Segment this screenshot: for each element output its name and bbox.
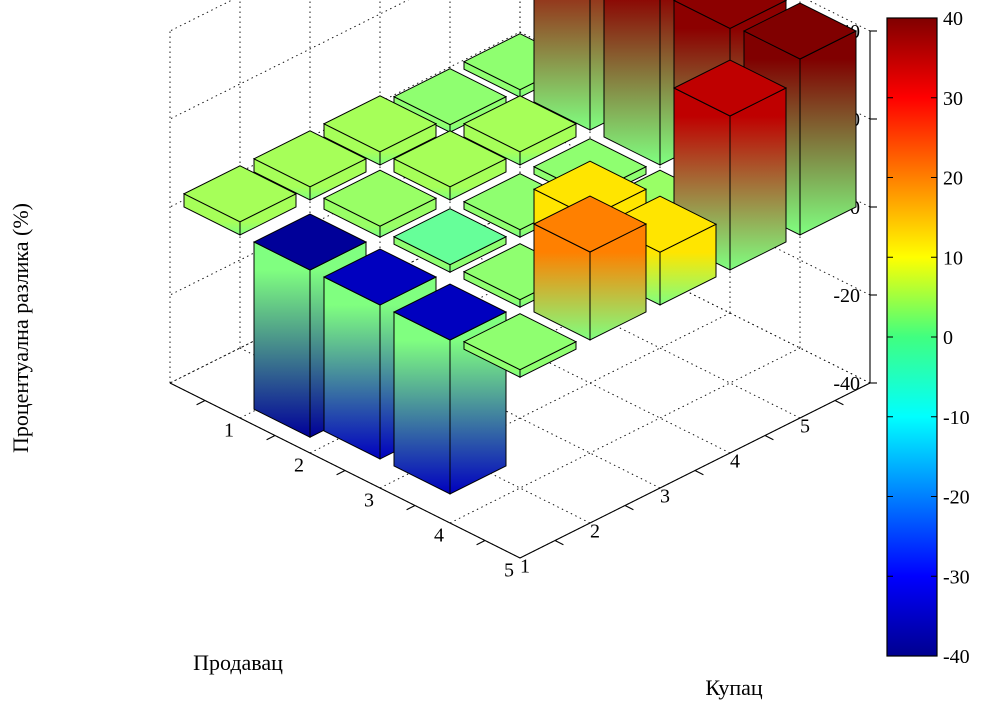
bar-top (322, 95, 438, 153)
bar-4-1 (532, 195, 648, 341)
bar-top (252, 213, 368, 271)
bar-face (253, 241, 311, 439)
bar-top (462, 95, 578, 153)
bar-4-3 (392, 208, 508, 274)
bar-5-5 (182, 165, 298, 236)
prodavac-tick (694, 470, 704, 476)
colorbar-tick-label: 0 (943, 327, 953, 349)
prodavac-tick-label: 4 (730, 451, 740, 473)
kupac-tick-label: 4 (434, 525, 444, 547)
colorbar-tick-label: -30 (943, 566, 970, 588)
floor-grid-line (449, 347, 801, 524)
colorbar-tick-label: -20 (943, 487, 970, 509)
colorbar-tick-label: -10 (943, 407, 970, 429)
prodavac-tick (624, 505, 634, 511)
bar-face (393, 311, 451, 495)
bar-top (532, 195, 648, 253)
kupac-tick-label: 2 (294, 455, 304, 477)
bar-top (672, 0, 788, 29)
prodavac-tick-label: 1 (520, 556, 530, 578)
colorbar-tick-label: 20 (943, 168, 963, 190)
kupac-axis-label: Купац (705, 675, 763, 700)
bar-top (392, 283, 508, 341)
bar-face (323, 276, 381, 460)
bar-face (729, 87, 787, 271)
colorbar-scale (886, 17, 938, 657)
colorbar-tick-label: -40 (943, 646, 970, 668)
kupac-tick (336, 470, 346, 476)
bar-3-4 (392, 130, 508, 201)
prodavac-tick-label: 2 (590, 521, 600, 543)
z-tick-label: -20 (833, 285, 860, 307)
bar-top (392, 130, 508, 188)
kupac-tick (266, 435, 276, 441)
z-tick-label: -40 (833, 373, 860, 395)
bar-top (392, 208, 508, 266)
bar-face (603, 0, 661, 166)
prodavac-tick-label: 3 (660, 486, 670, 508)
bar-top (532, 160, 648, 218)
prodavac-axis-label: Продавац (193, 650, 283, 675)
prodavac-tick (834, 400, 844, 406)
bar-face (799, 30, 857, 236)
prodavac-tick (554, 540, 564, 546)
bar-5-1 (462, 313, 578, 379)
bar-4-5 (252, 130, 368, 201)
bar-top (322, 169, 438, 227)
bars (182, 0, 858, 495)
bar-top (252, 130, 368, 188)
bar-top (462, 313, 578, 371)
kupac-tick-label: 5 (504, 560, 514, 582)
colorbar: 40 30 20 10 0 -10 -20 -30 -40 (886, 8, 970, 668)
bar-4-4 (322, 169, 438, 239)
bar-top (392, 68, 508, 126)
kupac-tick (476, 540, 486, 546)
kupac-tick (196, 400, 206, 406)
bar-5-2 (392, 283, 508, 495)
bar-top (322, 248, 438, 306)
bar-top (182, 165, 298, 223)
bar-top (742, 2, 858, 60)
colorbar-tick-label: 30 (943, 88, 963, 110)
bar-face (533, 0, 591, 131)
bar-2-4 (462, 95, 578, 166)
kupac-tick-label: 1 (224, 420, 234, 442)
colorbar-tick-label: 10 (943, 247, 963, 269)
colorbar-tick-label: 40 (943, 8, 963, 30)
bar-3-5 (322, 95, 438, 166)
prodavac-tick (764, 435, 774, 441)
prodavac-tick-label: 5 (800, 416, 810, 438)
z-axis-label: Процентуална разлика (%) (8, 203, 33, 453)
kupac-tick-label: 3 (364, 490, 374, 512)
kupac-tick (406, 505, 416, 511)
bar-top (672, 59, 788, 117)
